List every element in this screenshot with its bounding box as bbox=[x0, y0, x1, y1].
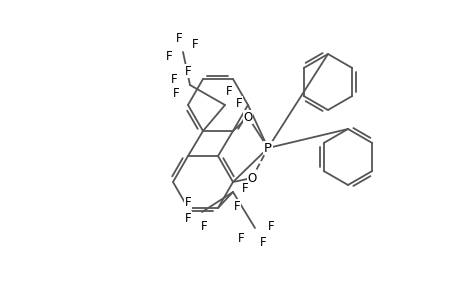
Text: F: F bbox=[184, 196, 191, 208]
Text: F: F bbox=[235, 97, 242, 110]
Text: F: F bbox=[165, 50, 172, 62]
Text: F: F bbox=[200, 220, 207, 232]
Text: F: F bbox=[241, 182, 248, 194]
Text: F: F bbox=[259, 236, 266, 248]
Text: F: F bbox=[237, 232, 244, 244]
Text: F: F bbox=[184, 212, 191, 224]
Text: F: F bbox=[267, 220, 274, 232]
Text: O: O bbox=[243, 110, 252, 124]
Text: P: P bbox=[263, 142, 271, 154]
Text: F: F bbox=[172, 86, 179, 100]
Text: F: F bbox=[170, 73, 177, 85]
Text: O: O bbox=[247, 172, 256, 184]
Text: F: F bbox=[175, 32, 182, 44]
Text: F: F bbox=[191, 38, 198, 50]
Text: F: F bbox=[233, 200, 240, 212]
Text: F: F bbox=[225, 85, 232, 98]
Text: F: F bbox=[184, 64, 191, 77]
